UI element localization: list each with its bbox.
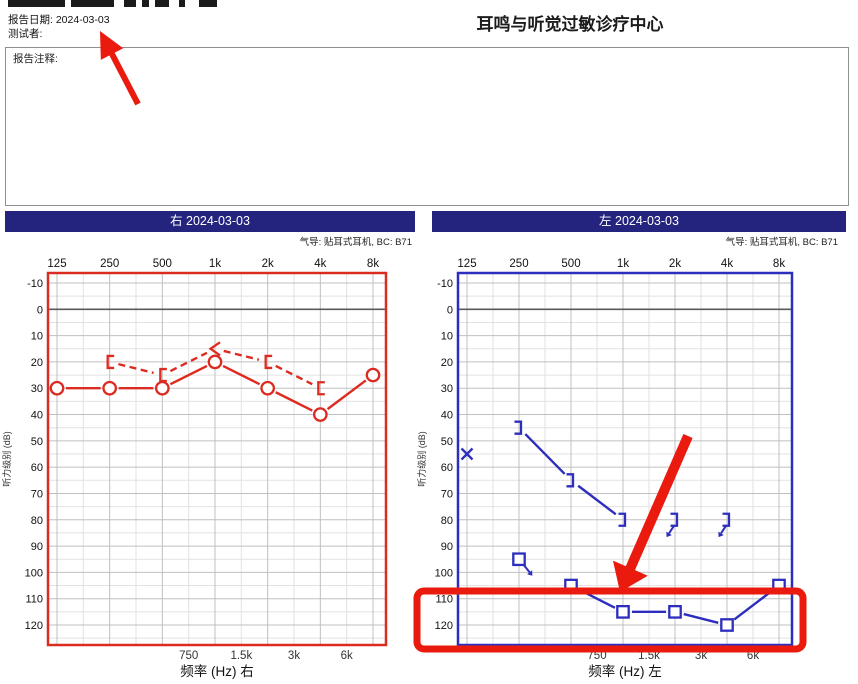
svg-text:0: 0 — [447, 304, 453, 316]
left-ear-header-bar: 左 2024-03-03 — [432, 211, 846, 232]
left-transducer-note: 气导: 贴耳式耳机, BC: B71 — [725, 237, 838, 248]
svg-text:250: 250 — [509, 258, 528, 270]
svg-text:30: 30 — [31, 383, 43, 395]
svg-text:750: 750 — [179, 650, 198, 662]
svg-text:1k: 1k — [617, 258, 629, 270]
svg-text:90: 90 — [441, 541, 453, 553]
svg-text:4k: 4k — [314, 258, 326, 270]
svg-text:100: 100 — [435, 567, 453, 579]
svg-text:20: 20 — [31, 357, 43, 369]
right-ear-header-bar: 右 2024-03-03 — [5, 211, 415, 232]
report-notes-box: 报告注释: — [5, 47, 849, 206]
right-transducer-note: 气导: 贴耳式耳机, BC: B71 — [299, 237, 412, 248]
svg-text:-10: -10 — [437, 278, 453, 290]
svg-text:500: 500 — [561, 258, 580, 270]
svg-text:100: 100 — [25, 567, 43, 579]
report-date: 报告日期: 2024-03-03 — [8, 14, 110, 26]
svg-text:125: 125 — [457, 258, 476, 270]
left-ear-audiogram-chart: 125 250 500 1k 2k 4k 8k -10 0 10 20 30 40 50 60 70 80 90 1… — [416, 258, 794, 679]
svg-text:20: 20 — [441, 357, 453, 369]
tester-label: 测试者: — [8, 28, 43, 40]
svg-text:1.5k: 1.5k — [638, 650, 660, 662]
svg-text:8k: 8k — [773, 258, 785, 270]
svg-text:250: 250 — [100, 258, 119, 270]
svg-text:90: 90 — [31, 541, 43, 553]
svg-text:70: 70 — [31, 488, 43, 500]
svg-text:60: 60 — [441, 462, 453, 474]
clipped-header-line — [8, 0, 248, 8]
svg-text:1.5k: 1.5k — [230, 650, 252, 662]
svg-text:频率 (Hz) 左: 频率 (Hz) 左 — [588, 663, 662, 679]
svg-text:2k: 2k — [669, 258, 681, 270]
svg-text:-10: -10 — [27, 278, 43, 290]
svg-text:4k: 4k — [721, 258, 733, 270]
right-ear-audiogram-chart: 125 250 500 1k 2k 4k 8k -10 0 10 20 30 40 50 60 70 80 90 1… — [1, 258, 388, 679]
svg-text:110: 110 — [25, 594, 43, 606]
svg-text:120: 120 — [25, 620, 43, 632]
svg-text:2k: 2k — [262, 258, 274, 270]
svg-text:50: 50 — [441, 436, 453, 448]
svg-text:6k: 6k — [747, 650, 759, 662]
svg-text:110: 110 — [435, 594, 453, 606]
svg-text:0: 0 — [37, 304, 43, 316]
svg-text:50: 50 — [31, 436, 43, 448]
svg-text:40: 40 — [31, 410, 43, 422]
svg-text:10: 10 — [441, 331, 453, 343]
svg-text:750: 750 — [587, 650, 606, 662]
svg-text:40: 40 — [441, 410, 453, 422]
svg-text:3k: 3k — [695, 650, 707, 662]
svg-text:80: 80 — [31, 515, 43, 527]
svg-text:30: 30 — [441, 383, 453, 395]
svg-text:70: 70 — [441, 488, 453, 500]
svg-text:500: 500 — [153, 258, 172, 270]
svg-text:频率 (Hz) 右: 频率 (Hz) 右 — [180, 663, 254, 679]
svg-text:80: 80 — [441, 515, 453, 527]
svg-text:60: 60 — [31, 462, 43, 474]
svg-text:10: 10 — [31, 331, 43, 343]
svg-text:125: 125 — [47, 258, 66, 270]
page-title: 耳鸣与听觉过敏诊疗中心 — [476, 15, 664, 34]
svg-text:3k: 3k — [288, 650, 300, 662]
notes-label: 报告注释: — [13, 53, 58, 65]
svg-text:听力级别 (dB): 听力级别 (dB) — [416, 431, 427, 487]
svg-text:听力级别 (dB): 听力级别 (dB) — [1, 431, 12, 487]
svg-text:1k: 1k — [209, 258, 221, 270]
svg-text:120: 120 — [435, 620, 453, 632]
svg-text:8k: 8k — [367, 258, 379, 270]
svg-text:6k: 6k — [341, 650, 353, 662]
